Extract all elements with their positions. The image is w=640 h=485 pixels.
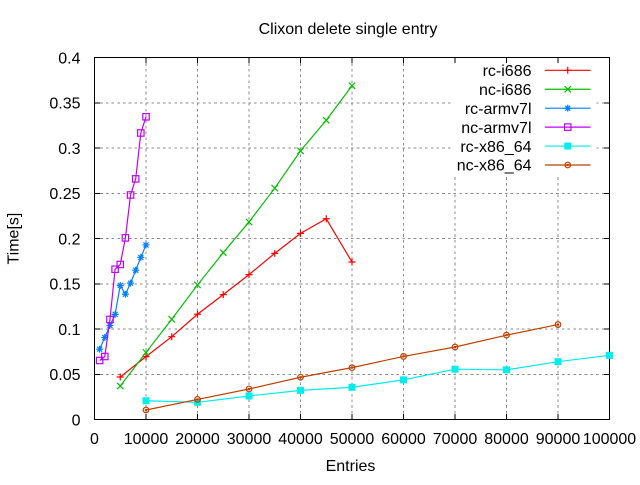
svg-text:90000: 90000: [536, 431, 581, 448]
svg-text:30000: 30000: [227, 431, 272, 448]
svg-text:rc-i686: rc-i686: [483, 63, 532, 80]
svg-text:nc-i686: nc-i686: [479, 82, 532, 99]
svg-text:nc-x86_64: nc-x86_64: [457, 158, 532, 175]
svg-text:Clixon delete single entry: Clixon delete single entry: [259, 21, 438, 38]
svg-text:0.15: 0.15: [49, 277, 80, 294]
svg-text:Entries: Entries: [326, 458, 376, 475]
svg-text:0.25: 0.25: [49, 186, 80, 203]
svg-text:rc-x86_64: rc-x86_64: [460, 139, 531, 156]
svg-text:20000: 20000: [175, 431, 220, 448]
svg-text:80000: 80000: [484, 431, 529, 448]
svg-text:0.35: 0.35: [49, 96, 80, 113]
svg-text:60000: 60000: [381, 431, 426, 448]
svg-text:50000: 50000: [330, 431, 375, 448]
svg-text:100000: 100000: [583, 431, 636, 448]
svg-text:0.4: 0.4: [58, 50, 80, 67]
svg-text:0.1: 0.1: [58, 322, 80, 339]
svg-text:Time[s]: Time[s]: [6, 213, 23, 265]
svg-text:0.3: 0.3: [58, 141, 80, 158]
svg-text:rc-armv7l: rc-armv7l: [465, 101, 532, 118]
svg-text:70000: 70000: [433, 431, 478, 448]
svg-text:0: 0: [90, 431, 99, 448]
svg-text:10000: 10000: [124, 431, 169, 448]
svg-text:0: 0: [72, 412, 81, 429]
svg-text:40000: 40000: [278, 431, 323, 448]
svg-text:nc-armv7l: nc-armv7l: [461, 120, 531, 137]
svg-text:0.2: 0.2: [58, 231, 80, 248]
svg-text:0.05: 0.05: [49, 367, 80, 384]
